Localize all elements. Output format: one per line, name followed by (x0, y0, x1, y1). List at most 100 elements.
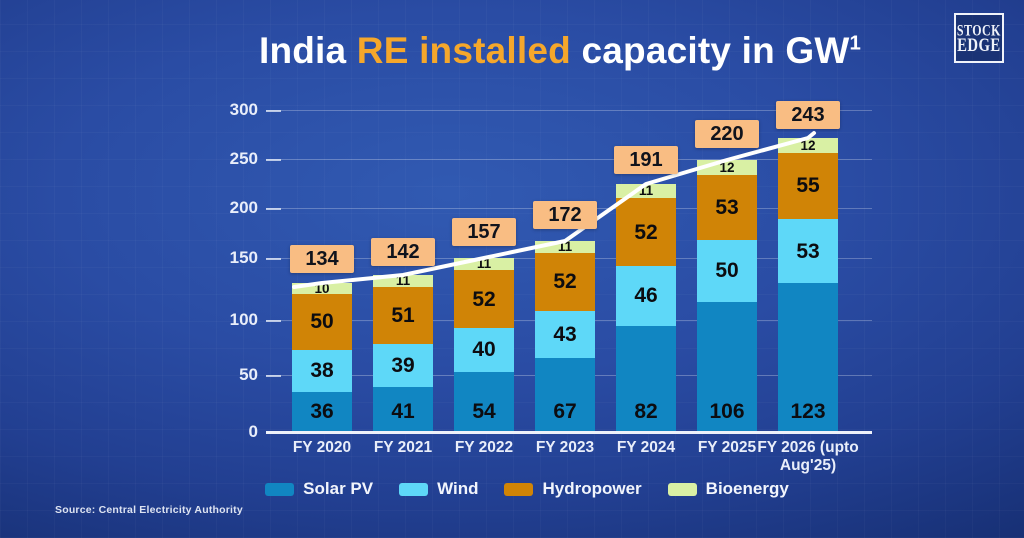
page-title: India RE installed capacity in GW1 (96, 30, 1024, 72)
segment-value-label: 52 (634, 220, 658, 244)
bar-segment-hydropower: 51 (373, 287, 433, 344)
segment-value-label: 67 (553, 399, 577, 423)
total-value-label: 243 (791, 104, 825, 126)
bar-segment-bioenergy: 11 (616, 183, 676, 199)
y-tick-label: 200 (229, 198, 258, 217)
stockedge-logo-text: STOCK EDGE (957, 21, 1001, 56)
bar-segment-solar-pv: 41 (373, 386, 433, 432)
total-value-box: 220 (695, 120, 759, 148)
segment-value-label: 50 (310, 310, 334, 334)
legend-label: Solar PV (303, 479, 374, 498)
segment-value-label: 52 (553, 270, 577, 294)
logo-line-edge: EDGE (957, 35, 1001, 56)
bar-segment-bioenergy: 12 (697, 160, 757, 175)
title-suffix: capacity in GW (570, 30, 850, 71)
bar-segment-solar-pv: 67 (535, 358, 595, 432)
bar-segment-solar-pv: 123 (778, 283, 838, 432)
legend-swatch (399, 482, 429, 496)
x-tick-label: FY 2022 (454, 439, 514, 456)
x-tick-label: FY 2024 (616, 439, 676, 456)
bar-segment-wind: 40 (454, 327, 514, 373)
title-prefix: India (258, 30, 357, 71)
segment-value-label: 11 (638, 183, 654, 199)
title-highlight: RE installed (356, 30, 571, 71)
y-tick-label: 100 (229, 310, 258, 329)
bar-segment-wind: 43 (535, 310, 595, 359)
bar-segment-wind: 50 (697, 240, 757, 302)
bar-segment-hydropower: 50 (292, 294, 352, 350)
bar-segment-hydropower: 52 (454, 270, 514, 328)
y-axis-tick (266, 374, 281, 377)
y-axis-tick (266, 207, 281, 210)
bar-segment-wind: 39 (373, 343, 433, 387)
segment-value-label: 55 (796, 174, 820, 198)
bar-segment-hydropower: 53 (697, 174, 757, 240)
y-axis-tick (266, 109, 281, 112)
total-value-box: 134 (290, 245, 354, 273)
segment-value-label: 41 (391, 399, 415, 423)
bar-segment-hydropower: 52 (535, 253, 595, 311)
y-tick-label: 300 (229, 100, 258, 119)
segment-value-label: 12 (800, 137, 816, 153)
bar-segment-wind: 46 (616, 265, 676, 326)
x-axis-line (266, 431, 872, 434)
segment-value-label: 54 (472, 399, 496, 423)
y-tick-label: 0 (248, 422, 258, 441)
bar-segment-bioenergy: 11 (373, 273, 433, 289)
legend-swatch (504, 482, 534, 496)
bar-segment-wind: 53 (778, 219, 838, 284)
bar-segment-wind: 38 (292, 349, 352, 392)
title-footnote-superscript: 1 (849, 32, 862, 55)
chart-legend: Solar PV Wind Hydropower Bioenergy (30, 479, 1024, 499)
segment-value-label: 43 (553, 322, 577, 346)
total-value-box: 172 (533, 201, 597, 229)
total-value-box: 142 (371, 238, 435, 266)
legend-label: Bioenergy (705, 479, 789, 498)
segment-value-label: 11 (557, 239, 573, 255)
total-value-label: 134 (305, 248, 339, 270)
legend-swatch (667, 482, 697, 496)
legend-label: Wind (437, 479, 479, 498)
legend-label: Hydropower (542, 479, 642, 498)
bar-segment-bioenergy: 12 (778, 138, 838, 153)
segment-value-label: 46 (634, 284, 658, 308)
legend-item-bioenergy: Bioenergy (667, 479, 789, 499)
segment-value-label: 82 (634, 399, 658, 423)
segment-value-label: 12 (719, 159, 735, 175)
bar-segment-solar-pv: 82 (616, 325, 676, 432)
total-value-label: 157 (467, 221, 501, 243)
segment-value-label: 52 (472, 287, 496, 311)
segment-value-label: 11 (476, 256, 492, 272)
bar-segment-bioenergy: 11 (535, 239, 595, 255)
total-value-label: 172 (548, 204, 582, 226)
y-axis-tick (266, 257, 281, 260)
legend-item-wind: Wind (399, 479, 478, 499)
bar-segment-hydropower: 55 (778, 152, 838, 220)
bar-segment-solar-pv: 54 (454, 372, 514, 432)
segment-value-label: 36 (310, 399, 334, 423)
y-axis-tick (266, 319, 281, 322)
total-value-box: 243 (776, 101, 840, 129)
x-tick-label: FY 2021 (373, 439, 433, 456)
bar-segment-hydropower: 52 (616, 198, 676, 266)
segment-value-label: 40 (472, 338, 496, 362)
segment-value-label: 50 (715, 259, 739, 283)
gridline-300 (266, 110, 872, 111)
x-tick-label: FY 2025 (697, 439, 757, 456)
bar-segment-bioenergy: 11 (454, 256, 514, 272)
segment-value-label: 53 (715, 195, 739, 219)
legend-item-solar-pv: Solar PV (265, 479, 373, 499)
logo-line-stock: STOCK (957, 21, 1001, 40)
segment-value-label: 11 (395, 273, 411, 289)
source-note: Source: Central Electricity Authority (55, 504, 243, 516)
y-tick-label: 50 (239, 365, 258, 384)
x-tick-label: FY 2020 (292, 439, 352, 456)
y-tick-label: 250 (229, 149, 258, 168)
y-tick-label: 150 (229, 248, 258, 267)
y-axis-tick (266, 158, 281, 161)
total-value-box: 191 (614, 146, 678, 174)
bar-segment-bioenergy: 10 (292, 282, 352, 295)
legend-item-hydropower: Hydropower (504, 479, 642, 499)
stockedge-logo: STOCK EDGE (954, 13, 1004, 63)
